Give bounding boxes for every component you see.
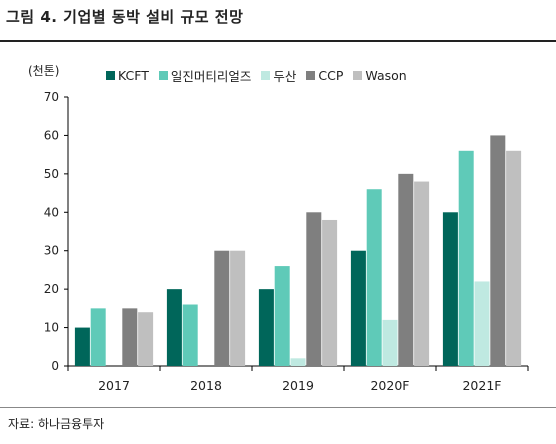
bar xyxy=(414,181,430,366)
legend-item: 일진머티리얼즈 xyxy=(158,66,252,85)
bar xyxy=(290,358,306,366)
bar xyxy=(306,212,322,366)
bar xyxy=(182,304,198,366)
y-tick-label: 30 xyxy=(44,244,59,258)
bar xyxy=(258,289,274,366)
bar xyxy=(230,250,246,366)
bar xyxy=(350,250,366,366)
legend-label: Wason xyxy=(365,68,407,83)
bar xyxy=(122,308,138,366)
bar xyxy=(214,250,230,366)
legend-swatch xyxy=(353,71,363,80)
legend-item: Wason xyxy=(353,66,407,85)
bar xyxy=(490,135,506,366)
y-axis-unit-label: (천톤) xyxy=(28,64,60,78)
bar xyxy=(474,281,490,366)
bar xyxy=(166,289,182,366)
legend-item: CCP xyxy=(306,66,343,85)
x-tick-label: 2017 xyxy=(98,378,130,393)
x-tick-label: 2020F xyxy=(370,378,409,393)
legend-swatch xyxy=(158,71,168,80)
chart-legend: KCFT 일진머티리얼즈 두산 CCP Wason xyxy=(106,66,407,85)
bar xyxy=(442,212,458,366)
bar xyxy=(322,219,338,366)
bar xyxy=(458,150,474,366)
y-tick-label: 50 xyxy=(44,167,59,181)
title-rule xyxy=(0,40,556,42)
bar xyxy=(74,327,90,366)
legend-swatch xyxy=(261,71,271,80)
legend-item: 두산 xyxy=(261,66,296,85)
legend-swatch xyxy=(106,71,115,80)
legend-swatch xyxy=(306,71,316,80)
bottom-rule xyxy=(0,407,556,408)
x-tick-label: 2018 xyxy=(190,378,222,393)
legend-label: KCFT xyxy=(118,68,149,83)
bar xyxy=(506,150,522,366)
y-tick-label: 20 xyxy=(44,282,59,296)
bar xyxy=(382,319,398,366)
legend-item: KCFT xyxy=(106,66,149,85)
y-tick-label: 60 xyxy=(44,128,59,142)
bar xyxy=(366,189,382,366)
figure-title: 그림 4. 기업별 동박 설비 규모 전망 xyxy=(6,8,244,26)
legend-label: 일진머티리얼즈 xyxy=(170,69,252,84)
y-tick-label: 40 xyxy=(44,205,59,219)
x-tick-label: 2021F xyxy=(462,378,501,393)
y-tick-label: 10 xyxy=(44,321,59,335)
bar xyxy=(138,312,154,366)
y-tick-label: 70 xyxy=(44,90,59,104)
bar xyxy=(274,266,290,366)
legend-label: CCP xyxy=(318,68,344,83)
y-tick-label: 0 xyxy=(51,359,59,373)
bar xyxy=(398,173,414,366)
legend-label: 두산 xyxy=(273,69,297,84)
x-tick-label: 2019 xyxy=(282,378,314,393)
source-note: 자료: 하나금융투자 xyxy=(8,417,105,431)
bar xyxy=(90,308,106,366)
